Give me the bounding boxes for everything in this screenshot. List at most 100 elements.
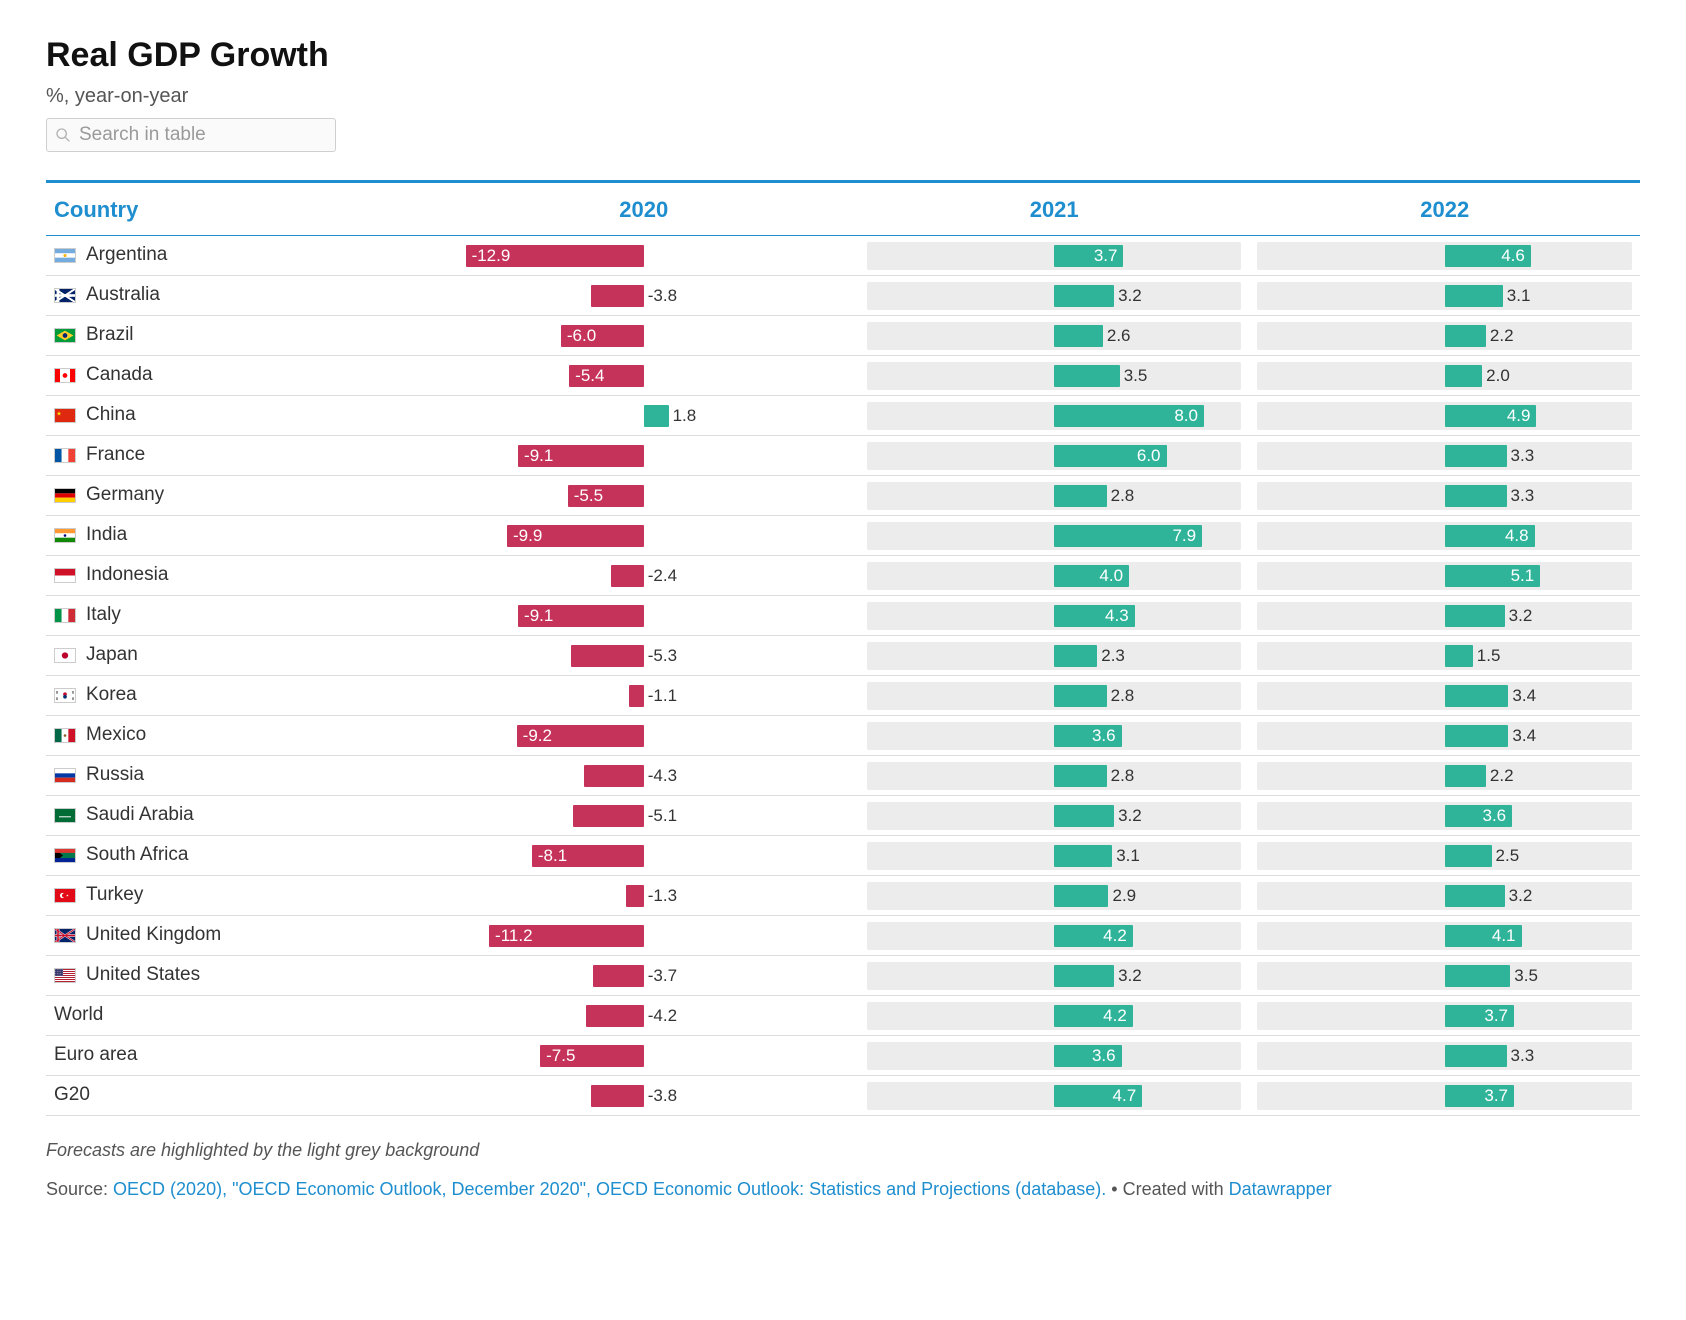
- value-cell-2022: 3.3: [1249, 476, 1640, 516]
- bar-cell: 3.1: [867, 842, 1242, 870]
- flag-icon: [54, 805, 86, 826]
- country-name: Brazil: [86, 324, 134, 345]
- bar-cell: -7.5: [437, 1042, 851, 1070]
- country-cell: Japan: [46, 636, 429, 676]
- source-line: Source: OECD (2020), "OECD Economic Outl…: [46, 1179, 1640, 1200]
- table-row: Turkey -1.3 2.9 3.2: [46, 876, 1640, 916]
- value-cell-2021: 3.2: [859, 276, 1250, 316]
- value-cell-2020: -1.3: [429, 876, 859, 916]
- bar-cell: -1.1: [437, 682, 851, 710]
- country-name: Germany: [86, 484, 164, 505]
- bar-cell: 4.0: [867, 562, 1242, 590]
- value-cell-2022: 2.0: [1249, 356, 1640, 396]
- value-cell-2020: -9.9: [429, 516, 859, 556]
- table-row: United States -3.7 3.2 3.5: [46, 956, 1640, 996]
- bar-cell: 3.7: [1257, 1002, 1632, 1030]
- bar-cell: 2.2: [1257, 762, 1632, 790]
- country-name: France: [86, 444, 145, 465]
- table-row: Italy -9.1 4.3 3.2: [46, 596, 1640, 636]
- search-icon: [55, 127, 71, 143]
- value-cell-2021: 6.0: [859, 436, 1250, 476]
- country-name: United Kingdom: [86, 924, 221, 945]
- value-cell-2021: 4.7: [859, 1076, 1250, 1116]
- table-search[interactable]: [46, 118, 336, 152]
- bar-cell: 3.5: [1257, 962, 1632, 990]
- table-row: India -9.9 7.9 4.8: [46, 516, 1640, 556]
- flag-icon: [54, 645, 86, 666]
- table-row: Russia -4.3 2.8 2.2: [46, 756, 1640, 796]
- bar-cell: 2.5: [1257, 842, 1632, 870]
- bar-cell: 6.0: [867, 442, 1242, 470]
- bar-cell: 7.9: [867, 522, 1242, 550]
- flag-icon: [54, 965, 86, 986]
- value-cell-2020: -5.4: [429, 356, 859, 396]
- bar-cell: -12.9: [437, 242, 851, 270]
- value-cell-2022: 3.6: [1249, 796, 1640, 836]
- bar-cell: -1.3: [437, 882, 851, 910]
- value-cell-2021: 3.1: [859, 836, 1250, 876]
- flag-icon: [54, 405, 86, 426]
- bar-cell: 2.0: [1257, 362, 1632, 390]
- country-cell: Turkey: [46, 876, 429, 916]
- country-cell: Italy: [46, 596, 429, 636]
- table-row: South Africa -8.1 3.1 2.5: [46, 836, 1640, 876]
- bar-cell: 4.9: [1257, 402, 1632, 430]
- bar-cell: 1.5: [1257, 642, 1632, 670]
- flag-icon: [54, 365, 86, 386]
- bar-cell: 3.3: [1257, 442, 1632, 470]
- value-cell-2021: 4.0: [859, 556, 1250, 596]
- country-cell: France: [46, 436, 429, 476]
- country-name: China: [86, 404, 136, 425]
- value-cell-2021: 3.5: [859, 356, 1250, 396]
- bar-cell: 2.8: [867, 762, 1242, 790]
- bar-cell: -5.4: [437, 362, 851, 390]
- search-input[interactable]: [77, 123, 327, 147]
- value-cell-2020: -9.1: [429, 436, 859, 476]
- bar-cell: -9.1: [437, 602, 851, 630]
- bar-cell: 3.2: [1257, 882, 1632, 910]
- value-cell-2021: 2.9: [859, 876, 1250, 916]
- datawrapper-link[interactable]: Datawrapper: [1229, 1179, 1332, 1199]
- flag-icon: [54, 685, 86, 706]
- flag-icon: [54, 725, 86, 746]
- country-cell: Indonesia: [46, 556, 429, 596]
- bar-cell: 4.2: [867, 1002, 1242, 1030]
- col-2020[interactable]: 2020: [429, 182, 859, 236]
- bar-cell: 4.8: [1257, 522, 1632, 550]
- value-cell-2021: 3.6: [859, 716, 1250, 756]
- bar-cell: 4.6: [1257, 242, 1632, 270]
- country-cell: Australia: [46, 276, 429, 316]
- value-cell-2020: 1.8: [429, 396, 859, 436]
- flag-icon: [54, 485, 86, 506]
- country-name: Korea: [86, 684, 137, 705]
- value-cell-2021: 7.9: [859, 516, 1250, 556]
- bar-cell: 3.7: [1257, 1082, 1632, 1110]
- bar-cell: -9.2: [437, 722, 851, 750]
- value-cell-2020: -3.8: [429, 276, 859, 316]
- value-cell-2020: -2.4: [429, 556, 859, 596]
- country-cell: Argentina: [46, 236, 429, 276]
- value-cell-2021: 2.8: [859, 676, 1250, 716]
- bar-cell: 4.2: [867, 922, 1242, 950]
- value-cell-2020: -9.2: [429, 716, 859, 756]
- col-2022[interactable]: 2022: [1249, 182, 1640, 236]
- bar-cell: 3.3: [1257, 482, 1632, 510]
- value-cell-2021: 8.0: [859, 396, 1250, 436]
- value-cell-2020: -7.5: [429, 1036, 859, 1076]
- col-country[interactable]: Country: [46, 182, 429, 236]
- value-cell-2022: 2.2: [1249, 316, 1640, 356]
- value-cell-2022: 3.4: [1249, 716, 1640, 756]
- table-row: Japan -5.3 2.3 1.5: [46, 636, 1640, 676]
- bar-cell: 3.3: [1257, 1042, 1632, 1070]
- bar-cell: -5.1: [437, 802, 851, 830]
- value-cell-2022: 5.1: [1249, 556, 1640, 596]
- bar-cell: 4.1: [1257, 922, 1632, 950]
- col-2021[interactable]: 2021: [859, 182, 1250, 236]
- table-row: Euro area -7.5 3.6 3.3: [46, 1036, 1640, 1076]
- bar-cell: -4.2: [437, 1002, 851, 1030]
- source-link[interactable]: OECD (2020), "OECD Economic Outlook, Dec…: [113, 1179, 1106, 1199]
- country-name: Indonesia: [86, 564, 168, 585]
- country-cell: Korea: [46, 676, 429, 716]
- value-cell-2022: 2.5: [1249, 836, 1640, 876]
- value-cell-2022: 3.3: [1249, 436, 1640, 476]
